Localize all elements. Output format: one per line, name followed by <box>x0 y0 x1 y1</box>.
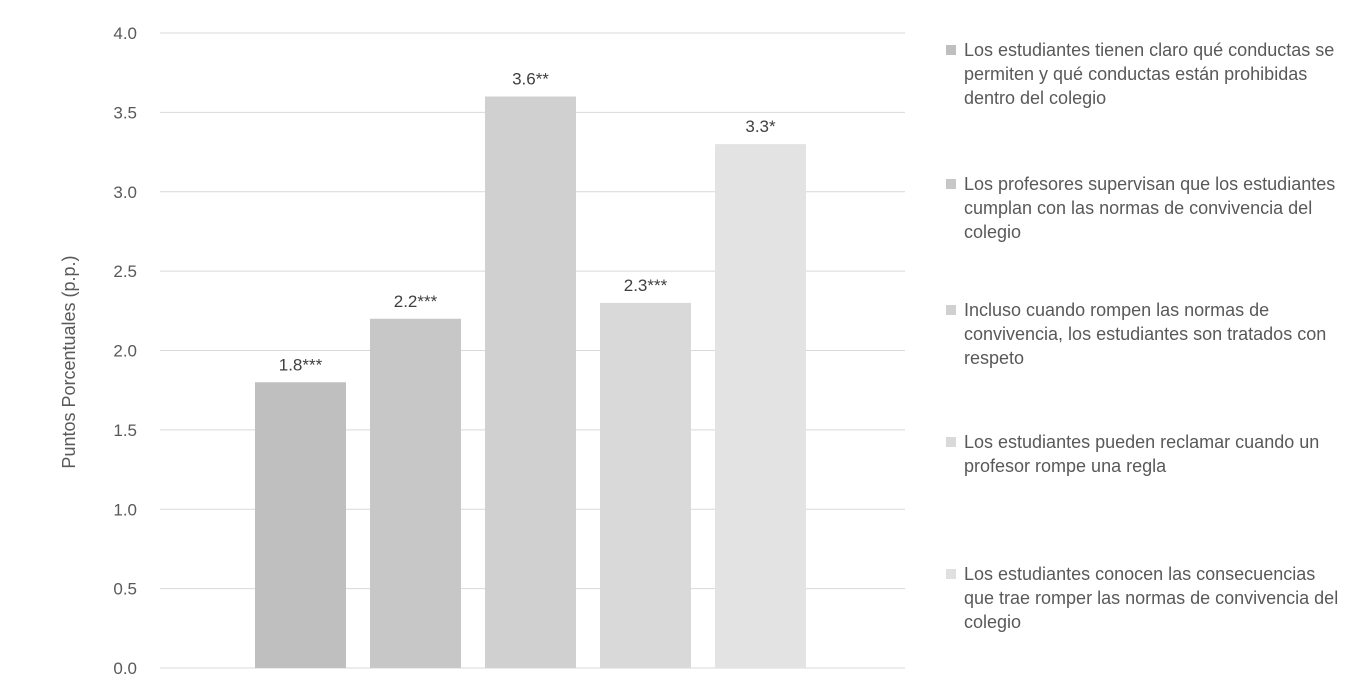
bar <box>255 382 346 668</box>
y-tick-label: 0.5 <box>113 580 137 599</box>
bar-value-label: 3.3* <box>745 117 776 136</box>
bar-value-label: 1.8*** <box>279 355 323 374</box>
bar <box>485 96 576 668</box>
bar <box>715 144 806 668</box>
y-tick-label: 3.0 <box>113 183 137 202</box>
data-labels: 1.8*** 2.2*** 3.6** 2.3*** 3.3* <box>279 70 776 375</box>
y-axis-ticks: 0.0 0.5 1.0 1.5 2.0 2.5 3.0 3.5 4.0 <box>113 24 137 678</box>
y-tick-label: 3.5 <box>113 103 137 122</box>
bar <box>370 318 461 668</box>
y-tick-label: 1.0 <box>113 500 137 519</box>
y-tick-label: 1.5 <box>113 421 137 440</box>
bars <box>255 96 806 668</box>
y-tick-label: 2.0 <box>113 342 137 361</box>
bar-value-label: 2.2*** <box>394 292 438 311</box>
y-tick-label: 4.0 <box>113 24 137 43</box>
bar-value-label: 2.3*** <box>624 276 668 295</box>
bar <box>600 302 691 668</box>
y-tick-label: 0.0 <box>113 659 137 678</box>
y-axis-title: Puntos Porcentuales (p.p.) <box>59 255 79 468</box>
y-tick-label: 2.5 <box>113 262 137 281</box>
bar-value-label: 3.6** <box>512 70 549 89</box>
